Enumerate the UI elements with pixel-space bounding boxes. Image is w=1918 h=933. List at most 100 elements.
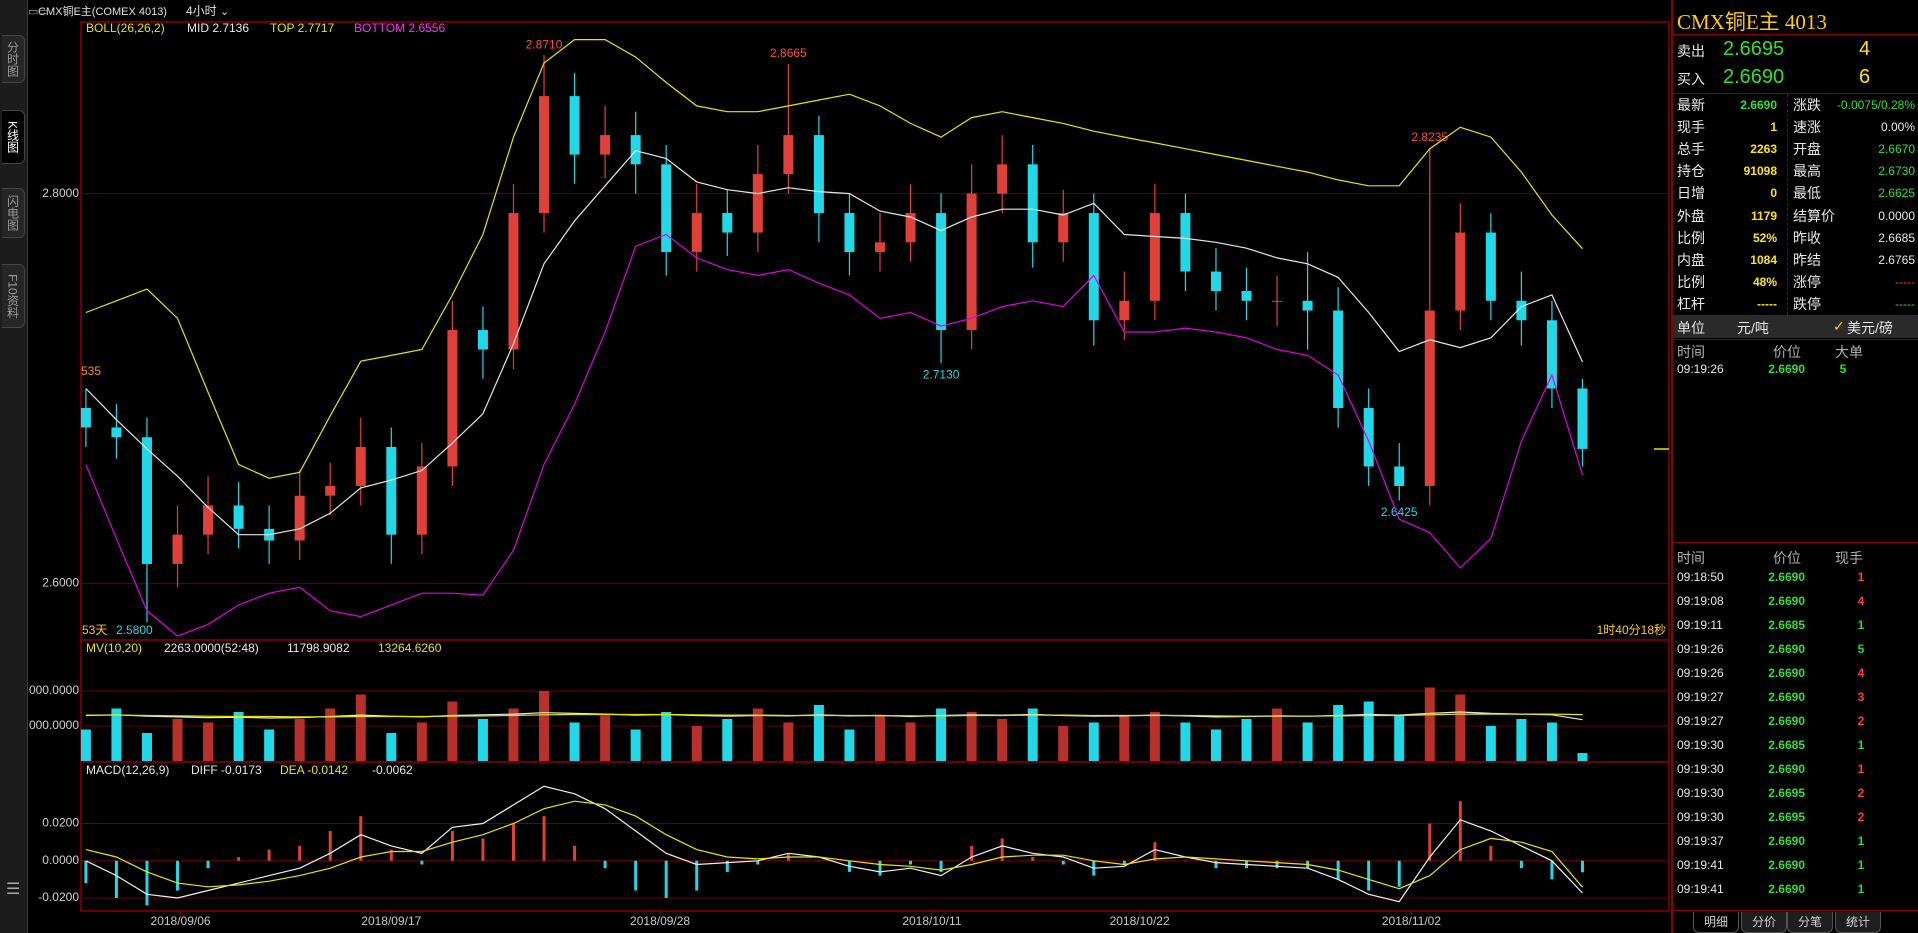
volume-bar [661,712,672,761]
period-caret[interactable]: ⌄ [220,6,229,18]
quote-label: 日增 [1677,185,1705,202]
macd-bar [114,860,118,898]
x-tick-label: 2018/09/17 [361,914,421,928]
quote-label: 跌停 [1793,295,1821,312]
background [0,0,1670,933]
volume-bar [1577,753,1588,761]
candle-body [80,407,91,428]
macd-bar [450,830,454,861]
macd-bar [328,830,332,861]
trade-price: 2.6690 [1768,834,1805,848]
trade-qty: 2 [1857,810,1865,824]
candle-body [600,135,611,155]
list-header: 时间 [1677,550,1705,566]
bottom-tab[interactable]: 统计 [1835,912,1881,933]
trade-qty: 1 [1857,858,1865,872]
volume-bar [1058,726,1069,761]
quote-value: 0 [1770,186,1777,201]
legend-item: -0.0062 [372,763,413,777]
side-tab[interactable]: 闪电图 [2,188,25,238]
volume-bar [294,719,305,761]
order-price: 2.6690 [1768,362,1805,376]
trade-qty: 1 [1857,762,1865,776]
candle-body [477,330,488,350]
x-tick-label: 2018/10/22 [1110,914,1170,928]
volume-bar [325,708,336,761]
quote-label: 总手 [1677,141,1705,158]
macd-bar [420,860,424,865]
macd-bar [1367,860,1371,891]
trade-time: 09:19:30 [1677,810,1724,824]
trade-time: 09:19:41 [1677,858,1724,872]
quote-value: ----- [1757,296,1777,311]
macd-bar [817,860,821,862]
bottom-tab[interactable]: 明细 [1693,912,1739,933]
unit-usd[interactable]: 美元/磅 [1847,320,1893,336]
legend-item: TOP 2.7717 [270,21,335,35]
trade-price: 2.6695 [1768,810,1805,824]
side-label: 卖出 [1677,43,1705,59]
candle-body [233,505,244,529]
annotation: 2.5800 [116,623,153,637]
menu-icon[interactable]: ☰ [6,881,21,898]
candle-body [172,534,183,564]
macd-bar [1550,860,1554,880]
quote-value: 2.6690 [1740,98,1777,112]
volume-bar [539,691,550,761]
candle-body [966,193,977,331]
trade-price: 2.6690 [1768,714,1805,728]
bottom-tab[interactable]: 分价 [1741,912,1787,933]
line-series [85,233,1584,637]
period[interactable]: 4小时 [186,4,217,18]
list-header: 价位 [1773,344,1801,360]
volume-bar [80,729,91,761]
candle-body [844,213,855,253]
side-tab[interactable]: F10资料 [2,264,25,328]
macd-bar [909,860,913,865]
divider [1787,94,1788,315]
trade-time: 09:19:30 [1677,738,1724,752]
macd-bar [511,823,515,861]
trade-price: 2.6690 [1768,570,1805,584]
legend-item: DEA -0.0142 [280,763,348,777]
sidebar: 分时图 K线图闪电图 F10资料 ☰ [0,0,28,933]
side-tab[interactable]: 分时图 [2,35,25,83]
macd-bar [237,857,241,861]
volume-bar [1455,694,1466,761]
volume-bar [1333,705,1344,761]
macd-bar [1214,860,1218,869]
candle-body [1088,213,1099,321]
trade-time: 09:19:30 [1677,762,1724,776]
y-tick-label: 0.0200 [42,816,79,830]
macd-bar [389,849,393,861]
quote-label: 昨收 [1793,229,1821,246]
line-series [85,785,1583,903]
side-tab[interactable]: K线图 [2,110,25,164]
macd-bar [481,838,485,861]
legend-item: MACD(12,26,9) [86,763,169,777]
y-tick-label: -0.0200 [38,890,79,904]
high-label: 2.8235 [1411,130,1448,144]
y-tick-label: 0.0000 [42,853,79,867]
bottom-tab[interactable]: 分笔 [1787,912,1833,933]
quote-label: 持仓 [1677,163,1705,180]
unit-cny[interactable]: 元/吨 [1737,320,1769,336]
macd-bar [664,860,668,898]
y-tick-label: 2.8000 [42,186,79,200]
trade-qty: 4 [1857,594,1865,608]
candle-body [1577,388,1588,449]
trade-qty: 2 [1857,786,1865,800]
annotation: 1时40分18秒 [1597,623,1666,637]
volume-bar [355,694,366,761]
candle-body [630,135,641,165]
legend-item: 11798.9082 [287,641,350,655]
frame [80,21,1670,912]
volume-bar [752,708,763,761]
trade-time: 09:19:27 [1677,714,1724,728]
quote-label: 昨结 [1793,251,1821,268]
macd-bar [1397,860,1401,887]
candle-body [1272,300,1283,302]
macd-bar [206,860,210,869]
quote-title: CMX铜E主 4013 [1677,10,1827,34]
unit-label: 单位 [1677,320,1705,336]
